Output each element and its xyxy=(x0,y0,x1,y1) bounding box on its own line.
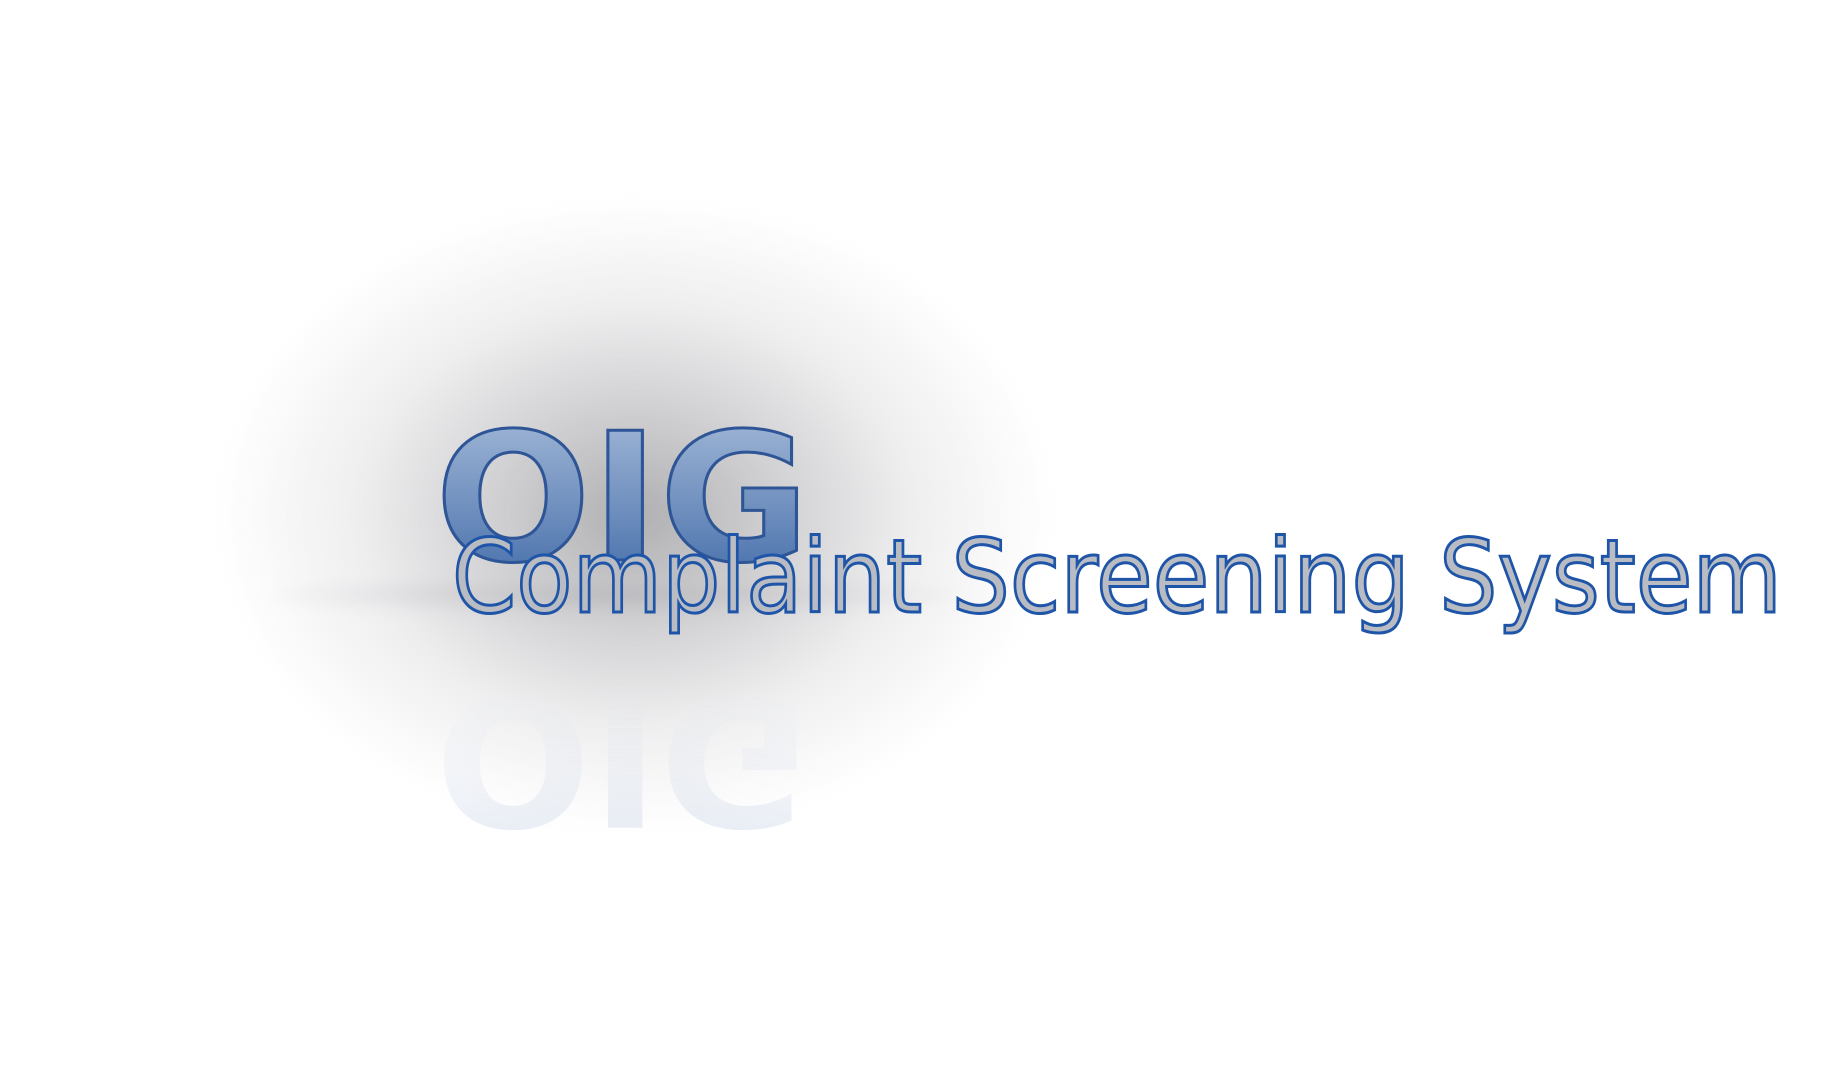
logo-shadow-band xyxy=(265,575,965,615)
logo-system-name: Complaint Screening System xyxy=(452,518,1782,637)
logo-acronym: OIG xyxy=(435,395,810,602)
logo-acronym-reflection: OIG xyxy=(435,656,810,863)
logo-shadow-glow xyxy=(225,205,1045,825)
